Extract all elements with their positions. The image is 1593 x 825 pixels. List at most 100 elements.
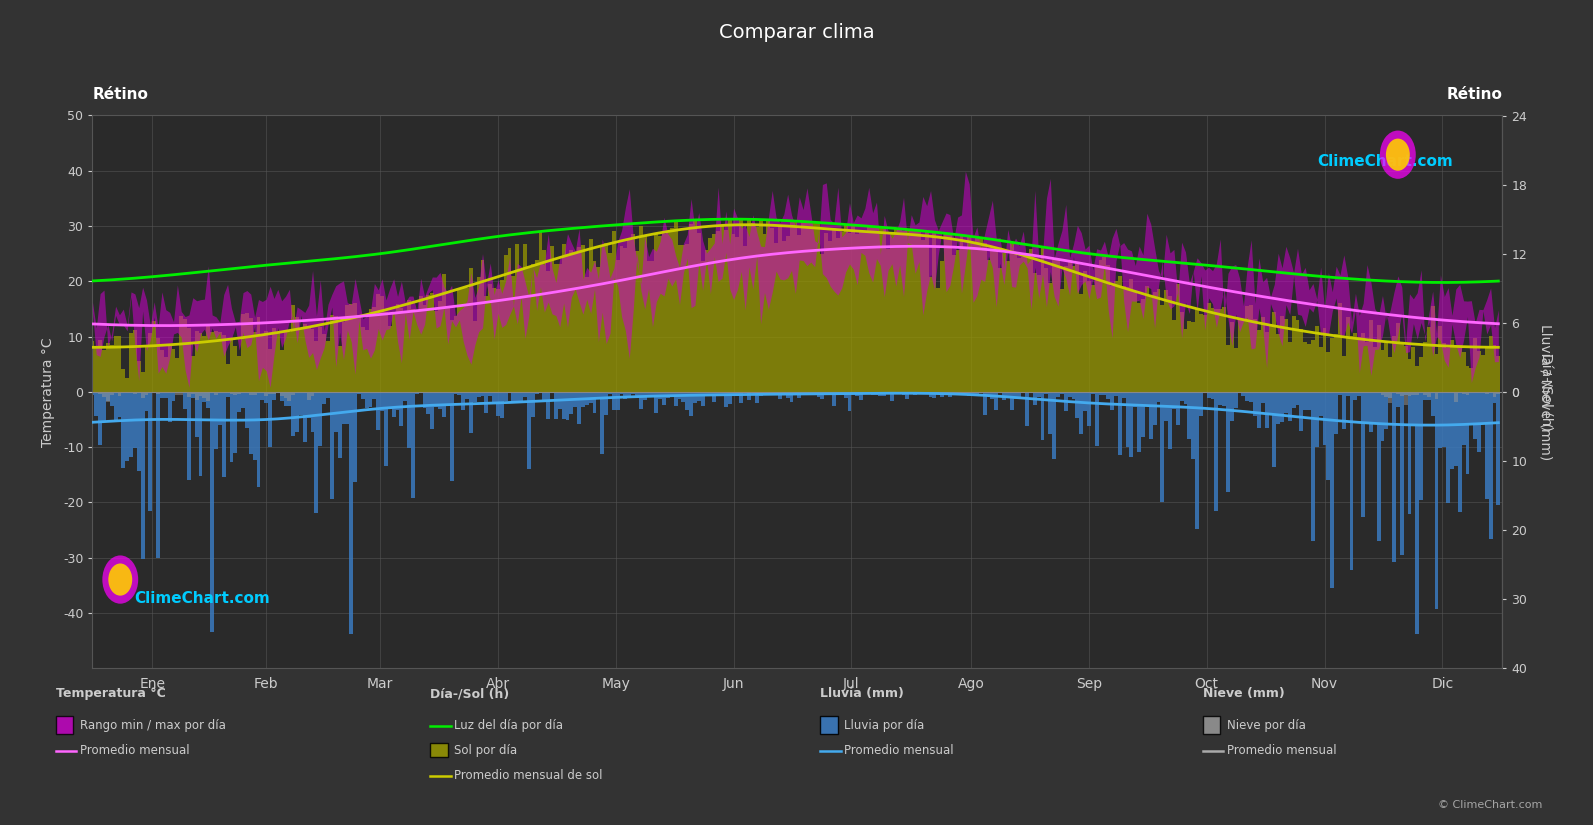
Bar	[260, 335, 264, 392]
Text: Temperatura °C: Temperatura °C	[56, 687, 166, 700]
Bar	[945, 233, 948, 392]
Bar	[508, 248, 511, 392]
Bar	[489, 392, 492, 396]
Bar	[731, 234, 736, 392]
Bar	[1435, 392, 1438, 399]
Bar	[566, 255, 569, 392]
Bar	[1330, 338, 1335, 392]
Bar	[1184, 392, 1187, 403]
Bar	[1005, 262, 1010, 392]
Bar	[1388, 392, 1392, 403]
Bar	[500, 280, 503, 392]
Bar	[558, 392, 562, 409]
Bar	[330, 315, 335, 392]
Bar	[468, 268, 473, 392]
Bar	[1114, 280, 1118, 392]
Bar	[299, 392, 303, 415]
Bar	[755, 392, 758, 403]
Bar	[1141, 392, 1145, 437]
Bar	[1400, 392, 1403, 396]
Bar	[1489, 392, 1493, 393]
Bar	[1330, 392, 1335, 587]
Bar	[1327, 392, 1330, 480]
Bar	[1295, 320, 1300, 392]
Bar	[419, 296, 422, 392]
Bar	[573, 252, 577, 392]
Bar	[516, 244, 519, 392]
Bar	[554, 264, 558, 392]
Bar	[1485, 392, 1489, 394]
Bar	[357, 392, 362, 394]
Bar	[1026, 392, 1029, 427]
Bar	[303, 324, 307, 392]
Bar	[1056, 392, 1059, 397]
Bar	[137, 392, 140, 471]
Bar	[631, 392, 636, 394]
Bar	[354, 303, 357, 392]
Bar	[1373, 392, 1376, 424]
Bar	[229, 392, 234, 394]
Bar	[650, 392, 655, 394]
Bar	[1287, 392, 1292, 422]
Bar	[1072, 392, 1075, 399]
Bar	[542, 392, 546, 403]
Bar	[508, 392, 511, 393]
Bar	[137, 361, 140, 392]
Bar	[1415, 392, 1419, 634]
Bar	[774, 392, 777, 394]
Bar	[720, 392, 723, 394]
Bar	[113, 392, 118, 422]
Bar	[782, 241, 785, 392]
Bar	[307, 392, 311, 418]
Bar	[859, 230, 863, 392]
Bar	[546, 271, 550, 392]
Bar	[175, 392, 180, 395]
Bar	[986, 260, 991, 392]
Bar	[932, 392, 937, 398]
Bar	[875, 392, 878, 395]
Bar	[335, 392, 338, 432]
Bar	[785, 237, 790, 392]
Text: Lluvia por día: Lluvia por día	[844, 719, 924, 733]
Bar	[1403, 346, 1408, 392]
Bar	[589, 392, 593, 403]
Bar	[709, 238, 712, 392]
Bar	[798, 392, 801, 398]
Bar	[1268, 392, 1273, 415]
Bar	[1419, 392, 1423, 500]
Bar	[623, 248, 628, 392]
Bar	[241, 392, 245, 408]
Bar	[696, 233, 701, 392]
Bar	[631, 234, 636, 392]
Bar	[199, 333, 202, 392]
Bar	[959, 235, 964, 392]
Bar	[229, 392, 234, 461]
Bar	[99, 340, 102, 392]
Bar	[750, 392, 755, 393]
Bar	[495, 289, 500, 392]
Bar	[728, 219, 731, 392]
Bar	[287, 392, 292, 407]
Bar	[280, 392, 284, 402]
Bar	[430, 392, 435, 429]
Bar	[159, 351, 164, 392]
Bar	[1438, 392, 1442, 448]
Bar	[801, 222, 804, 392]
Bar	[373, 392, 376, 398]
Bar	[1241, 320, 1246, 392]
Bar	[156, 392, 159, 394]
Bar	[387, 392, 392, 407]
Bar	[202, 392, 207, 398]
Bar	[1227, 392, 1230, 492]
Bar	[295, 392, 299, 431]
Bar	[264, 392, 268, 403]
Bar	[824, 392, 828, 394]
Bar	[905, 229, 910, 392]
Bar	[210, 332, 213, 392]
Bar	[1037, 392, 1040, 397]
Bar	[1446, 348, 1450, 392]
Bar	[1349, 336, 1354, 392]
Bar	[1133, 392, 1137, 407]
Bar	[844, 392, 847, 398]
Bar	[292, 392, 295, 395]
